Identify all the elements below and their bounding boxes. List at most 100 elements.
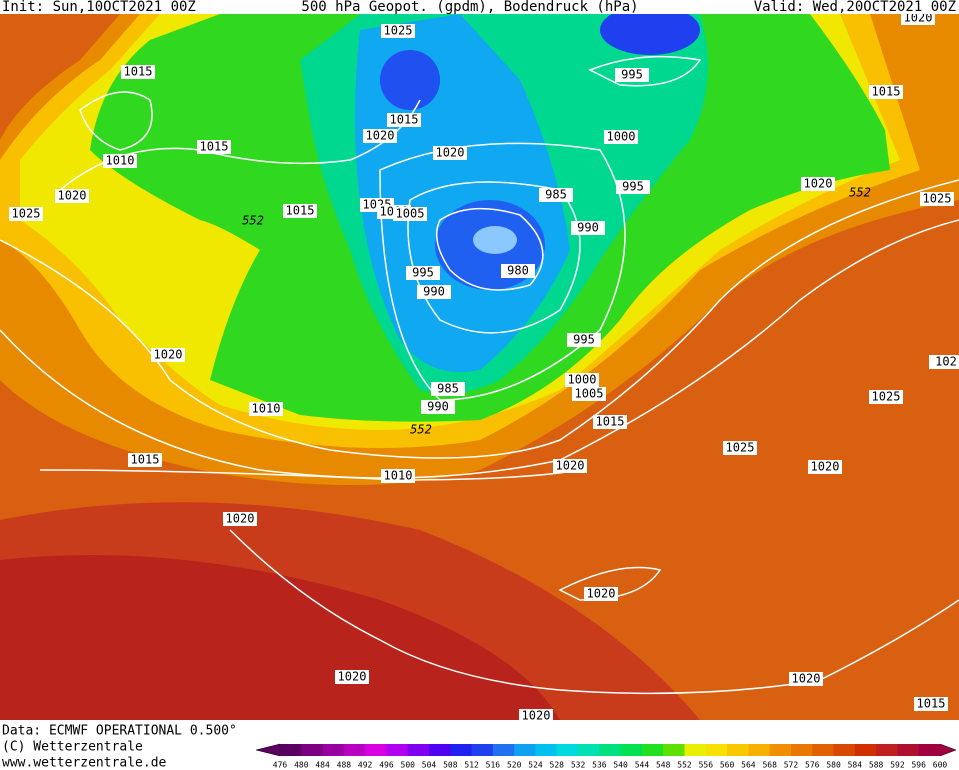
isobar-label: 990 (577, 221, 599, 235)
label-box (381, 469, 415, 483)
colorbar-label: 532 (571, 761, 586, 770)
isobar-label: 1020 (556, 459, 585, 473)
isobar-label: 1010 (384, 469, 413, 483)
colorbar-label: 560 (720, 761, 735, 770)
colorbar-swatch (578, 744, 600, 756)
colorbar-swatch (322, 744, 345, 756)
colorbar-swatch (620, 744, 643, 756)
isobar-label: 1020 (587, 587, 616, 601)
colorbar-swatch (471, 744, 494, 756)
colorbar-swatch (450, 744, 473, 756)
colorbar-label: 528 (550, 761, 565, 770)
isobar-label: 1020 (366, 129, 395, 143)
label-box (519, 709, 553, 723)
label-box (387, 113, 421, 127)
low-center (473, 226, 517, 254)
label-box (393, 207, 427, 221)
isobar-label: 1015 (872, 85, 901, 99)
label-box (616, 180, 650, 194)
data-source: Data: ECMWF OPERATIONAL 0.500° (2, 724, 237, 739)
isobar-label: 990 (423, 285, 445, 299)
isobar-label: 1020 (436, 146, 465, 160)
colorbar: 476 480 484 488 492 496 500 504 508 512 516 520 524 5… (255, 743, 957, 770)
colorbar-label: 544 (635, 761, 650, 770)
isobar-label: 1015 (596, 415, 625, 429)
label-box (381, 24, 415, 38)
isobar-label: 1020 (226, 512, 255, 526)
colorbar-label: 600 (933, 761, 948, 770)
colorbar-label: 548 (656, 761, 671, 770)
label-box (565, 373, 599, 387)
label-box (914, 697, 948, 711)
isobar-label: 1020 (58, 189, 87, 203)
colorbar-label: 596 (911, 761, 926, 770)
isobar-label: 995 (622, 180, 644, 194)
isobar (229, 529, 959, 695)
label-box (501, 264, 535, 278)
colorbar-swatch (429, 744, 451, 756)
header-bar (0, 0, 959, 14)
isobar-label: 1015 (200, 140, 229, 154)
contour-label: 552 (410, 423, 432, 437)
label-box (128, 453, 162, 467)
label-box (197, 140, 231, 154)
label-box (151, 348, 185, 362)
label-box (869, 85, 903, 99)
isobar-label: 1025 (12, 207, 41, 221)
isobar-label: 1025 (872, 390, 901, 404)
colorbar-swatch (854, 744, 877, 756)
colorbar-swatch (663, 744, 686, 756)
isobar-label: 1020 (154, 348, 183, 362)
colorbar-swatch (514, 744, 536, 756)
init-time: Init: Sun,10OCT2021 00Z (2, 0, 196, 15)
field-508 (600, 5, 700, 55)
valid-time: Valid: Wed,20OCT2021 00Z (754, 0, 956, 15)
isobar-label: 1020 (804, 177, 833, 191)
isobar (588, 55, 702, 87)
colorbar-swatch (769, 744, 792, 756)
isobar-label: 995 (412, 266, 434, 280)
colorbar-swatch (705, 744, 728, 756)
colorbar-swatch (599, 744, 622, 756)
colorbar-swatch (386, 744, 409, 756)
colorbar-swatch (876, 744, 898, 756)
isobar-label: 1015 (917, 697, 946, 711)
colorbar-swatch (897, 744, 920, 756)
colorbar-label: 512 (464, 761, 479, 770)
label-box (723, 441, 757, 455)
colorbar-label: 500 (401, 761, 416, 770)
copyright: (C) Wetterzentrale (2, 740, 143, 755)
isobar-label: 995 (621, 68, 643, 82)
isobar-label: 1025 (923, 192, 952, 206)
field-512 (380, 50, 440, 110)
isobar-label: 102 (935, 355, 957, 369)
colorbar-swatch (407, 744, 430, 756)
label-box (9, 207, 43, 221)
label-box (431, 382, 465, 396)
label-box (567, 333, 601, 347)
label-box (789, 672, 823, 686)
colorbar-swatch (301, 744, 324, 756)
colorbar-swatch (641, 744, 664, 756)
colorbar-label: 584 (848, 761, 863, 770)
label-box (433, 146, 467, 160)
isobar-label: 1010 (252, 402, 281, 416)
colorbar-label: 576 (805, 761, 820, 770)
colorbar-swatch (556, 744, 579, 756)
isobar-label: 1015 (286, 204, 315, 218)
label-box (808, 460, 842, 474)
label-box (929, 355, 959, 369)
label-box (539, 188, 573, 202)
label-box (363, 129, 397, 143)
colorbar-swatch (812, 744, 835, 756)
colorbar-label: 508 (443, 761, 458, 770)
colorbar-label: 588 (869, 761, 884, 770)
isobar-label: 1020 (792, 672, 821, 686)
colorbar-swatch (918, 744, 941, 756)
colorbar-label: 556 (699, 761, 714, 770)
colorbar-label: 520 (507, 761, 522, 770)
colorbar-label: 484 (315, 761, 330, 770)
label-box (417, 285, 451, 299)
isobar-label: 995 (573, 333, 595, 347)
isobar-label: 1020 (522, 709, 551, 723)
